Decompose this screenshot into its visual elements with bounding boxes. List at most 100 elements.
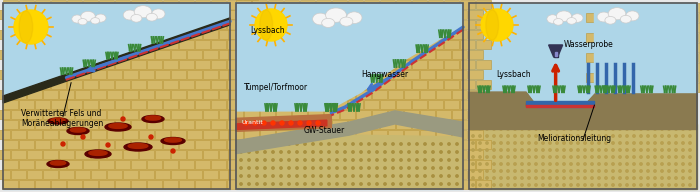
Circle shape xyxy=(521,135,523,137)
Bar xyxy=(650,73,666,82)
Bar xyxy=(610,23,625,32)
Circle shape xyxy=(682,135,684,137)
Bar xyxy=(372,30,387,39)
Circle shape xyxy=(264,167,266,169)
Bar xyxy=(131,180,146,189)
Circle shape xyxy=(248,151,250,153)
Bar xyxy=(252,120,267,129)
Bar xyxy=(380,120,395,129)
Bar xyxy=(171,50,186,59)
Circle shape xyxy=(598,184,600,186)
Bar xyxy=(236,80,251,89)
Circle shape xyxy=(514,149,516,151)
Circle shape xyxy=(336,151,338,153)
Circle shape xyxy=(598,135,600,137)
Circle shape xyxy=(493,170,495,172)
Circle shape xyxy=(288,167,290,169)
Bar xyxy=(19,40,34,49)
Circle shape xyxy=(240,151,242,153)
Circle shape xyxy=(584,142,586,144)
Circle shape xyxy=(481,9,513,41)
Circle shape xyxy=(336,167,338,169)
Bar xyxy=(171,70,186,79)
Bar xyxy=(91,30,106,39)
Bar xyxy=(388,110,403,119)
Bar xyxy=(308,70,323,79)
Text: Lyssbach: Lyssbach xyxy=(496,70,531,79)
Circle shape xyxy=(689,170,691,172)
Bar xyxy=(316,100,331,109)
Bar xyxy=(3,120,18,129)
Circle shape xyxy=(626,184,628,186)
Bar xyxy=(428,120,443,129)
Bar xyxy=(11,150,26,159)
Bar xyxy=(155,170,170,179)
Bar xyxy=(412,180,427,189)
Circle shape xyxy=(264,183,266,185)
Circle shape xyxy=(256,183,258,185)
Circle shape xyxy=(416,159,418,161)
Circle shape xyxy=(240,167,242,169)
Circle shape xyxy=(647,177,649,179)
Circle shape xyxy=(556,149,558,151)
Bar xyxy=(131,80,146,89)
Bar xyxy=(67,100,82,109)
Bar xyxy=(211,140,226,149)
Circle shape xyxy=(584,163,586,165)
Bar xyxy=(603,33,617,42)
Circle shape xyxy=(256,159,258,161)
Bar xyxy=(67,40,82,49)
Circle shape xyxy=(328,159,330,161)
Bar xyxy=(324,130,339,139)
Ellipse shape xyxy=(70,128,85,132)
Circle shape xyxy=(563,135,565,137)
Circle shape xyxy=(296,143,298,145)
Bar xyxy=(179,100,194,109)
Circle shape xyxy=(542,156,544,158)
Bar xyxy=(187,30,202,39)
Ellipse shape xyxy=(131,14,142,22)
Bar xyxy=(228,170,243,179)
Bar xyxy=(252,100,267,109)
Circle shape xyxy=(416,143,418,145)
Bar xyxy=(316,80,331,89)
Circle shape xyxy=(556,156,558,158)
Circle shape xyxy=(661,163,663,165)
Bar xyxy=(195,0,210,9)
Bar xyxy=(659,83,673,92)
Bar xyxy=(203,150,218,159)
Bar xyxy=(83,20,98,29)
Bar xyxy=(308,170,323,179)
Circle shape xyxy=(360,183,362,185)
Bar xyxy=(260,170,275,179)
Bar xyxy=(123,110,138,119)
Bar xyxy=(372,150,387,159)
Bar xyxy=(252,140,267,149)
Bar xyxy=(19,140,34,149)
Circle shape xyxy=(288,143,290,145)
Circle shape xyxy=(535,142,537,144)
Circle shape xyxy=(424,159,426,161)
Circle shape xyxy=(514,156,516,158)
Ellipse shape xyxy=(124,143,152,151)
Bar xyxy=(420,10,435,19)
Bar xyxy=(276,30,291,39)
Bar xyxy=(316,180,331,189)
Bar xyxy=(578,103,579,106)
Bar xyxy=(332,40,347,49)
Text: Wasserprobe: Wasserprobe xyxy=(564,40,613,49)
Bar xyxy=(428,100,443,109)
Bar xyxy=(75,170,90,179)
Bar xyxy=(284,80,299,89)
Bar xyxy=(131,120,146,129)
Bar xyxy=(244,30,259,39)
Polygon shape xyxy=(236,3,463,111)
Circle shape xyxy=(312,183,314,185)
Circle shape xyxy=(328,151,330,153)
Bar xyxy=(227,120,242,129)
Bar xyxy=(3,160,18,169)
Bar xyxy=(3,60,18,69)
Bar xyxy=(268,180,283,189)
Circle shape xyxy=(668,170,670,172)
Circle shape xyxy=(432,183,434,185)
